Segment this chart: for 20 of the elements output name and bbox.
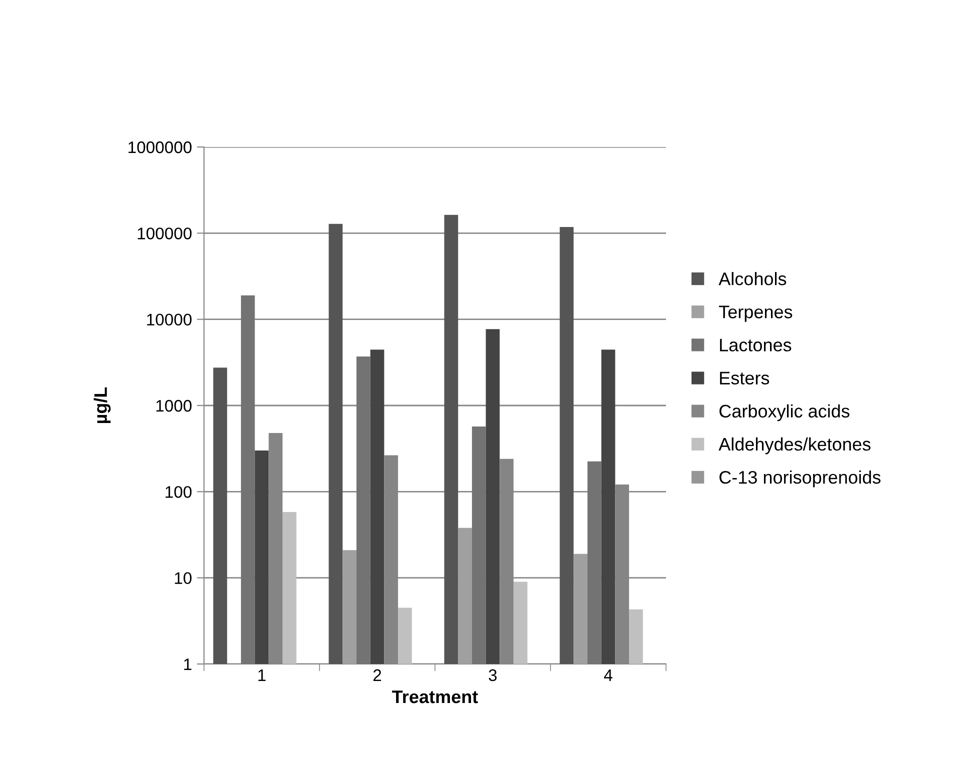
x-tick-label: 1 xyxy=(258,669,266,681)
y-tick-label: 10 xyxy=(174,572,192,584)
legend-label: Esters xyxy=(720,372,770,384)
x-tick-label: 2 xyxy=(373,669,382,681)
legend-label: Aldehydes/ketones xyxy=(718,437,870,454)
y-tick-label: 10000 xyxy=(147,314,192,326)
y-tick-label: 1 xyxy=(184,658,192,670)
legend-label: Carboxylic acids xyxy=(719,404,850,422)
y-tick-label: 100 xyxy=(166,486,192,498)
y-axis-title: µg/L xyxy=(94,387,111,424)
x-axis-title: Treatment xyxy=(392,690,478,704)
legend-label: Terpenes xyxy=(718,306,792,322)
y-tick-label: 100000 xyxy=(138,228,192,240)
legend-label: Lactones xyxy=(720,338,792,352)
y-tick-label: 1000000 xyxy=(128,141,192,154)
x-tick-label: 3 xyxy=(488,669,497,682)
legend-label: Alcohols xyxy=(718,272,786,286)
y-tick-label: 1000 xyxy=(156,400,192,412)
x-tick-label: 4 xyxy=(604,669,612,681)
legend-label: C-13 norisoprenoids xyxy=(719,470,881,488)
